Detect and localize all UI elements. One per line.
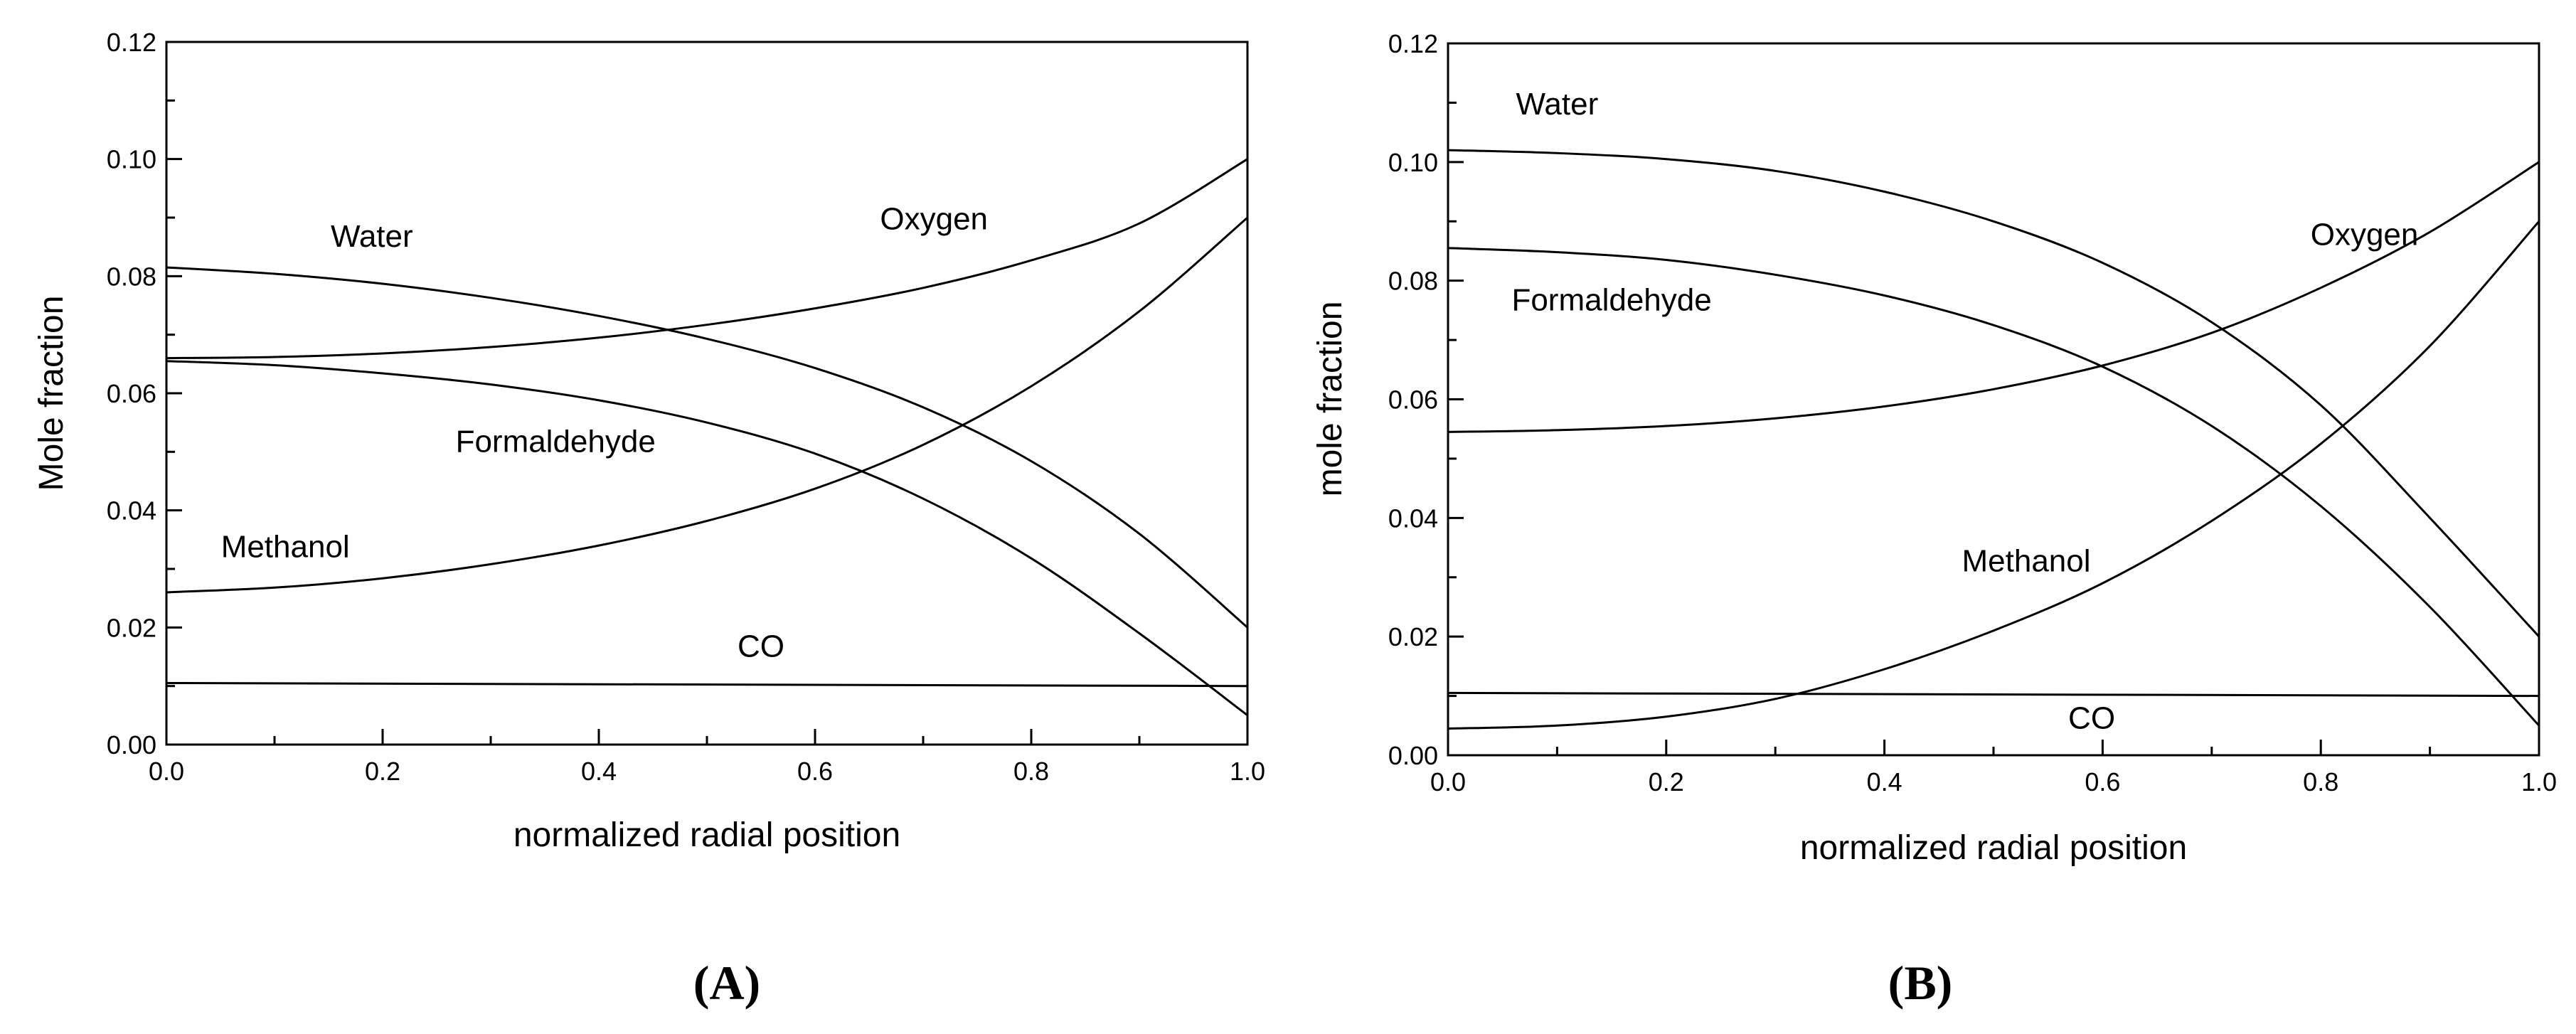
x-tick-label: 0.4 xyxy=(581,757,617,786)
y-tick-label: 0.02 xyxy=(1388,622,1438,651)
axis-ticks-b: 0.0 0.2 0.4 0.6 0.8 1.0 0.00 0.02 0.04 0.06 0.08 0.… xyxy=(1388,29,2557,796)
y-tick-label: 0.02 xyxy=(107,613,156,642)
y-tick-label: 0.08 xyxy=(1388,267,1438,296)
y-axis-title-a: Mole fraction xyxy=(33,296,70,491)
y-axis-title-b: mole fraction xyxy=(1311,302,1349,497)
series-label-oxygen-a: Oxygen xyxy=(880,201,988,236)
y-tick-label: 0.04 xyxy=(107,496,156,526)
axis-ticks-a: 0.0 0.2 0.4 0.6 0.8 1.0 0.00 0.02 0.04 0.06 0.08 0.… xyxy=(107,28,1265,786)
series-line-methanol-b xyxy=(1447,220,2540,730)
series-label-formaldehyde-b: Formaldehyde xyxy=(1511,282,1711,317)
plot-frame-a xyxy=(165,41,1249,746)
curves-b xyxy=(1447,149,2540,730)
y-tick-label: 0.10 xyxy=(107,145,156,174)
series-line-co-a xyxy=(166,682,1248,688)
series-line-water-b xyxy=(1447,149,2540,638)
x-tick-label: 0.2 xyxy=(365,757,400,786)
y-tick-label: 0.04 xyxy=(1388,503,1438,533)
x-tick-label: 1.0 xyxy=(1230,757,1265,786)
x-tick-label: 0.0 xyxy=(1430,767,1466,796)
plot-frame-b xyxy=(1447,42,2540,757)
x-tick-label: 0.0 xyxy=(149,757,184,786)
panel-label-b: (B) xyxy=(1888,956,1953,1010)
y-tick-label: 0.08 xyxy=(107,262,156,291)
series-line-formaldehyde-b xyxy=(1447,247,2540,727)
x-tick-label: 0.4 xyxy=(1867,767,1902,796)
series-label-co-a: CO xyxy=(738,629,784,664)
y-tick-label: 0.00 xyxy=(1388,741,1438,770)
x-tick-label: 1.0 xyxy=(2521,767,2557,796)
x-tick-label: 0.6 xyxy=(797,757,833,786)
curve-labels-b: Water Oxygen Formaldehyde Methanol CO xyxy=(1511,87,2418,735)
y-tick-label: 0.06 xyxy=(1388,385,1438,415)
series-label-methanol-b: Methanol xyxy=(1962,543,2091,578)
series-label-water-a: Water xyxy=(331,219,413,254)
series-line-oxygen-b xyxy=(1447,161,2540,433)
x-axis-title-a: normalized radial position xyxy=(513,816,900,854)
x-tick-label: 0.6 xyxy=(2085,767,2120,796)
y-tick-label: 0.12 xyxy=(1388,29,1438,58)
chart-panel-b: 0.0 0.2 0.4 0.6 0.8 1.0 0.00 0.02 0.04 0.06 0.08 0.… xyxy=(1311,29,2557,1010)
panel-label-a: (A) xyxy=(693,956,760,1010)
y-tick-label: 0.06 xyxy=(107,379,156,408)
x-axis-title-b: normalized radial position xyxy=(1800,829,2187,867)
series-label-water-b: Water xyxy=(1516,87,1599,122)
series-line-formaldehyde-a xyxy=(166,360,1248,716)
series-line-oxygen-a xyxy=(166,158,1248,360)
y-tick-label: 0.00 xyxy=(107,730,156,759)
chart-panel-a: 0.0 0.2 0.4 0.6 0.8 1.0 0.00 0.02 0.04 0.06 0.08 0.… xyxy=(33,28,1265,1010)
series-line-co-b xyxy=(1447,691,2540,698)
x-tick-label: 0.8 xyxy=(1013,757,1049,786)
series-label-oxygen-b: Oxygen xyxy=(2311,218,2419,252)
series-label-co-b: CO xyxy=(2068,700,2115,735)
curve-labels-a: Water Oxygen Formaldehyde Methanol CO xyxy=(221,201,988,663)
y-tick-label: 0.12 xyxy=(107,28,156,57)
series-line-water-a xyxy=(166,266,1248,629)
series-line-methanol-a xyxy=(166,216,1248,594)
curves-a xyxy=(166,158,1248,716)
x-tick-label: 0.2 xyxy=(1649,767,1684,796)
x-tick-label: 0.8 xyxy=(2303,767,2338,796)
y-tick-label: 0.10 xyxy=(1388,148,1438,177)
series-label-methanol-a: Methanol xyxy=(221,530,350,565)
series-label-formaldehyde-a: Formaldehyde xyxy=(456,424,656,459)
